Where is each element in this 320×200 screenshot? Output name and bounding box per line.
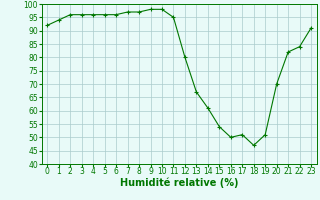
X-axis label: Humidité relative (%): Humidité relative (%) [120,178,238,188]
